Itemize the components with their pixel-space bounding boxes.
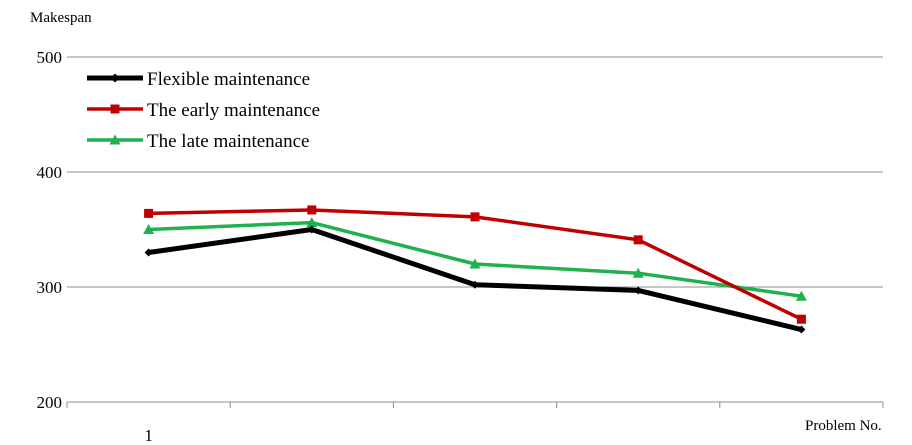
x-axis-title: Problem No. xyxy=(805,418,882,434)
legend-label: The late maintenance xyxy=(147,131,309,152)
legend-label: The early maintenance xyxy=(147,100,320,121)
data-point xyxy=(143,224,155,234)
gridlines xyxy=(67,56,883,288)
data-point xyxy=(471,280,479,289)
data-point xyxy=(110,104,120,114)
data-point xyxy=(307,225,316,234)
series-2 xyxy=(143,217,807,301)
series-lines xyxy=(143,205,807,334)
data-point xyxy=(796,314,806,324)
legend-label: Flexible maintenance xyxy=(147,69,310,90)
data-point xyxy=(633,235,643,245)
data-point xyxy=(469,258,481,269)
data-point xyxy=(795,290,807,301)
data-point xyxy=(470,212,480,222)
x-tick-label: 1 xyxy=(144,426,153,445)
data-point xyxy=(634,286,643,295)
y-tick-label: 400 xyxy=(37,163,63,182)
data-point xyxy=(797,325,806,334)
data-point xyxy=(144,248,153,257)
series-1 xyxy=(144,205,806,324)
data-point xyxy=(109,134,121,145)
data-point xyxy=(306,217,318,228)
data-point xyxy=(307,205,317,215)
data-point xyxy=(110,73,120,83)
y-axis-title: Makespan xyxy=(30,10,92,26)
data-point xyxy=(144,208,154,218)
legend: Flexible maintenance The early maintenanc… xyxy=(87,69,320,152)
y-tick-label: 300 xyxy=(37,278,63,297)
y-tick-label: 500 xyxy=(37,48,63,67)
axes: 200 300 400 500 1 xyxy=(37,48,884,445)
series-0 xyxy=(144,225,806,334)
data-point xyxy=(632,267,644,278)
y-tick-label: 200 xyxy=(37,393,63,412)
series-line xyxy=(148,227,802,332)
